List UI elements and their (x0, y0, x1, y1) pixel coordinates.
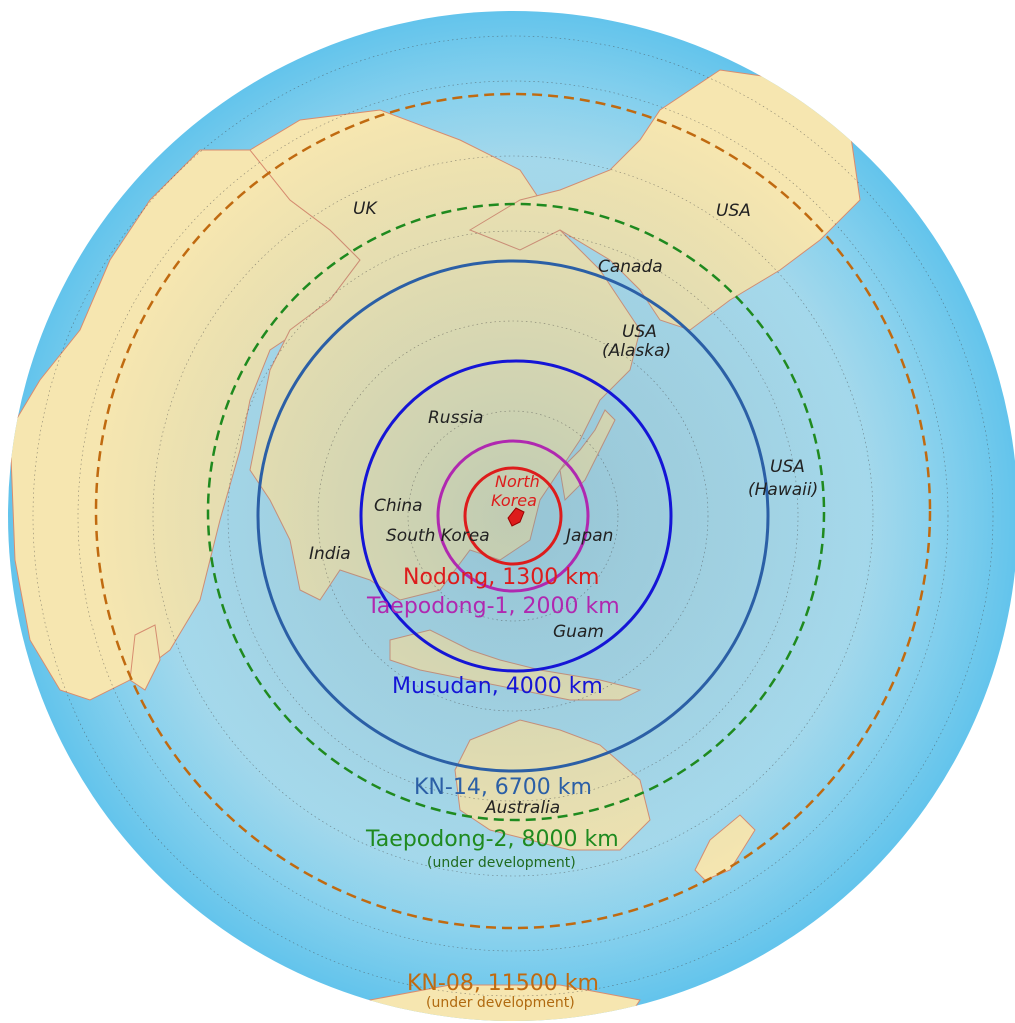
label-russia: Russia (428, 408, 483, 428)
range-label-musudan: Musudan, 4000 km (392, 674, 603, 699)
graticule-ring-2 (317, 320, 709, 712)
range-label-kn08: KN-08, 11500 km (407, 971, 599, 996)
range-label-nodong: Nodong, 1300 km (403, 565, 599, 590)
label-usa-hawaii-line2: (Hawaii) (748, 480, 818, 500)
ring-nodong (463, 466, 563, 566)
ring-musudan (359, 359, 673, 673)
label-usa-hawaii-line1: USA (770, 457, 805, 477)
label-india: India (309, 544, 351, 564)
label-usa-alaska-line1: USA (622, 322, 657, 342)
country-labels: UK USA Canada USA (Alaska) Russia USA (H… (309, 199, 818, 818)
graticule-ring-1 (407, 410, 619, 622)
distance-graticule (32, 35, 994, 997)
label-uk: UK (353, 199, 378, 219)
label-usa: USA (716, 201, 751, 221)
graticule-ring-3 (227, 230, 799, 802)
label-china: China (374, 496, 423, 516)
label-guam: Guam (553, 622, 604, 642)
ring-kn08 (94, 92, 932, 930)
ring-taepodong2 (206, 202, 826, 822)
ring-taepodong1 (436, 439, 590, 593)
label-canada: Canada (598, 257, 663, 277)
range-label-kn14: KN-14, 6700 km (414, 775, 592, 800)
graticule-ring-5 (77, 80, 949, 952)
range-note-kn08: (under development) (426, 995, 575, 1011)
ring-kn14 (256, 259, 770, 773)
range-label-taepodong2: Taepodong-2, 8000 km (365, 827, 619, 852)
label-north-korea-line1: North (495, 472, 540, 491)
label-japan: Japan (563, 526, 613, 546)
label-north-korea-line2: Korea (491, 491, 537, 510)
range-labels: Nodong, 1300 km Taepodong-1, 2000 km Mus… (365, 565, 620, 1011)
graticule-ring-6 (32, 35, 994, 997)
range-rings (94, 92, 932, 930)
label-usa-alaska-line2: (Alaska) (602, 341, 671, 361)
label-australia: Australia (484, 798, 560, 818)
label-south-korea: South Korea (386, 526, 490, 546)
graticule-ring-4 (152, 155, 874, 877)
north-korea-marker (507, 507, 525, 527)
range-note-taepodong2: (under development) (427, 855, 576, 871)
range-label-taepodong1: Taepodong-1, 2000 km (366, 594, 620, 619)
